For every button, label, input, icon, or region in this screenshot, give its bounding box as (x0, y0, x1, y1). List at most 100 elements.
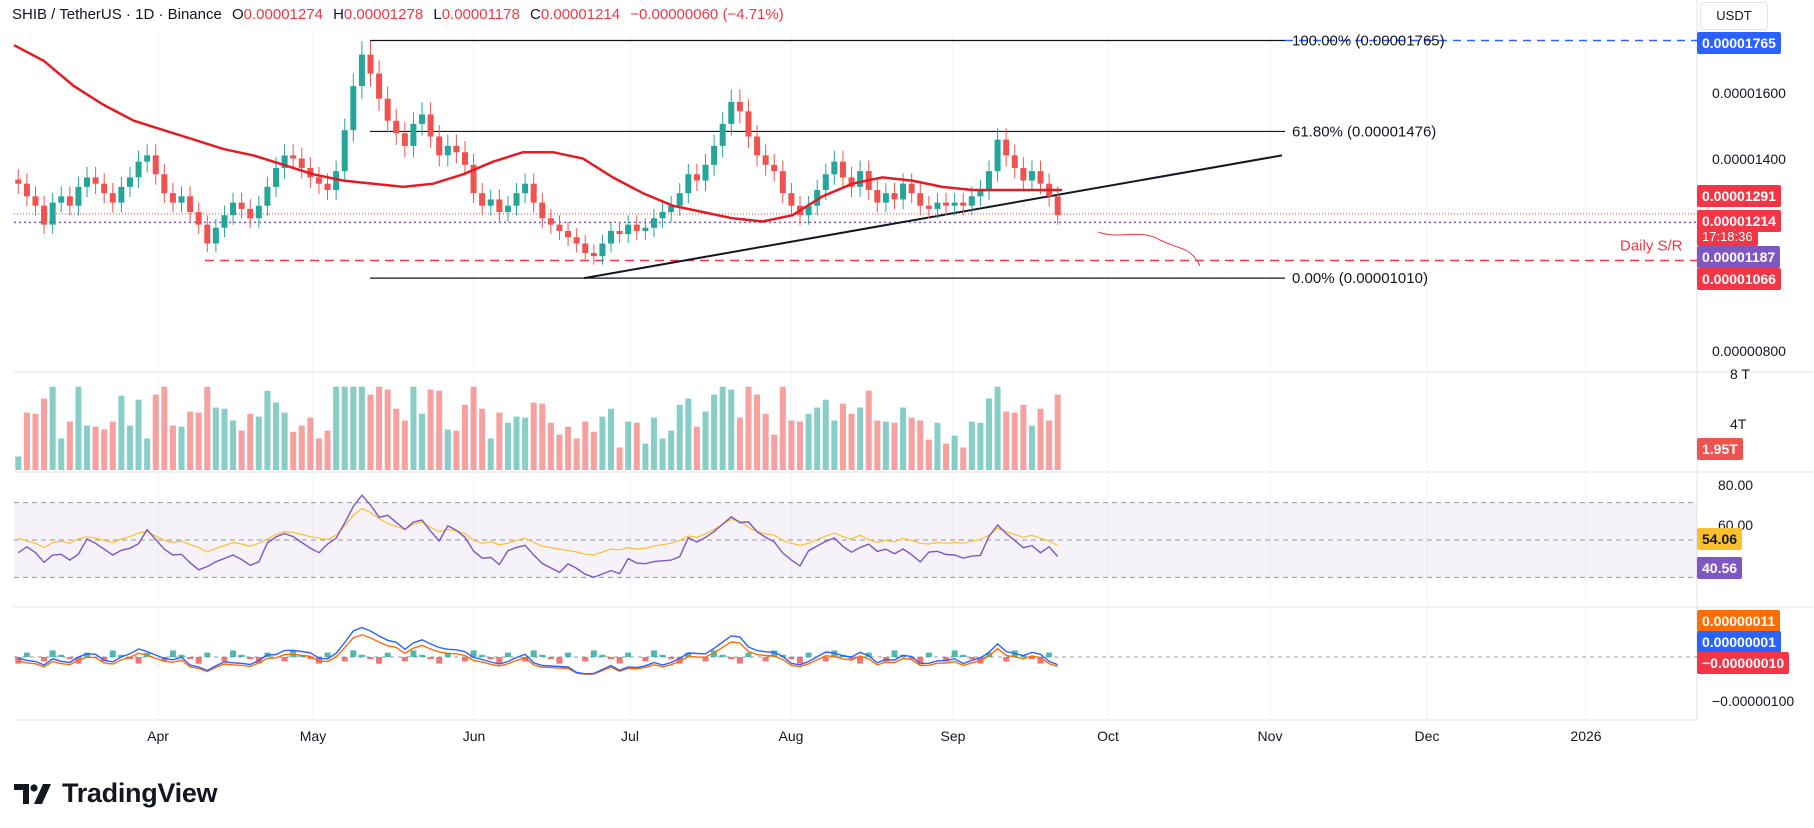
macd-histogram-bar (1003, 657, 1010, 662)
macd-histogram-bar (796, 657, 804, 664)
volume-bar (513, 416, 520, 470)
macd-histogram-bar (925, 652, 932, 657)
macd-histogram-bar (230, 650, 237, 657)
macd-histogram-bar (891, 650, 898, 657)
candle-body (857, 171, 864, 187)
candle-body (221, 215, 228, 228)
macd-histogram-bar (822, 657, 829, 662)
volume-bar (427, 389, 434, 470)
volume-bar (75, 386, 82, 470)
candle-body (650, 218, 657, 228)
price-axis-label: 0.00001600 (1712, 85, 1786, 101)
volume-bar (702, 411, 709, 470)
macd-histogram-bar (539, 654, 546, 657)
volume-bar (685, 398, 692, 470)
volume-bar (32, 413, 39, 470)
volume-bar (668, 430, 675, 470)
candle-body (247, 208, 254, 219)
volume-axis-label: 4T (1730, 416, 1747, 432)
macd-histogram-bar (1028, 657, 1035, 660)
time-axis-label: Jul (621, 728, 639, 744)
macd-histogram-bar (625, 652, 632, 657)
macd-histogram-bar (917, 657, 924, 664)
candle-body (831, 161, 838, 175)
candle-body (934, 202, 941, 209)
candle-body (539, 202, 546, 219)
candle-body (693, 174, 700, 181)
volume-bar (711, 394, 718, 470)
macd-histogram-bar (530, 650, 537, 657)
candle-body (401, 133, 408, 146)
candle-body (444, 145, 451, 156)
volume-bar (419, 413, 426, 470)
fib-level-label: 100.00% (0.00001765) (1292, 32, 1445, 49)
macd-histogram-bar (135, 657, 142, 664)
macd-histogram-bar (23, 652, 30, 657)
candle-body (152, 155, 159, 175)
macd-line (18, 626, 1058, 675)
chart-header: SHIB / TetherUS · 1D · Binance O0.000012… (12, 6, 784, 23)
tradingview-logo[interactable]: TradingView (14, 778, 218, 809)
macd-histogram-bar (1046, 652, 1053, 657)
candle-body (943, 202, 950, 206)
volume-bar (822, 399, 829, 470)
macd-histogram-bar (461, 657, 468, 662)
high-value: 0.00001278 (343, 6, 424, 23)
volume-bar (453, 430, 460, 470)
volume-bar (376, 386, 383, 470)
tradingview-logo-icon (14, 783, 51, 804)
macd-histogram-bar (118, 654, 125, 657)
volume-bar (298, 425, 305, 470)
moving-average-line (13, 44, 1062, 223)
rsi-line (17, 494, 1059, 579)
volume-bar (238, 430, 245, 470)
volume-bar (556, 434, 563, 470)
candle-body (711, 145, 718, 165)
candle-body (144, 155, 151, 162)
candle-body (393, 120, 400, 134)
volume-bar (530, 402, 537, 470)
candle-body (101, 183, 108, 194)
macd-histogram-bar (547, 657, 554, 660)
candle-body (556, 224, 563, 231)
candle-body (779, 171, 786, 194)
candle-body (762, 155, 769, 165)
macd-histogram-bar (857, 657, 864, 664)
macd-histogram-bar (762, 657, 769, 662)
volume-bar (358, 386, 365, 470)
volume-bar (324, 430, 331, 470)
volume-bar (272, 402, 280, 470)
macd-histogram-bar (178, 654, 185, 657)
volume-bar (58, 438, 65, 470)
macd-signal-tag: 0.00000011 (1697, 610, 1781, 632)
macd-histogram-bar (410, 650, 417, 657)
volume-bar (874, 420, 881, 470)
volume-bar (393, 408, 400, 470)
macd-histogram-bar (951, 650, 958, 657)
time-axis-label: May (299, 728, 327, 744)
candle-body (195, 212, 202, 225)
volume-bar (719, 386, 726, 470)
macd-histogram-bar (676, 657, 683, 664)
volume-bar (650, 417, 657, 470)
currency-unit-button[interactable]: USDT (1700, 2, 1768, 30)
volume-bar (204, 386, 211, 470)
candle-body (427, 114, 434, 137)
volume-bar (857, 407, 864, 470)
logo-text: TradingView (62, 778, 218, 808)
macd-histogram-bar (711, 650, 718, 657)
macd-histogram-bar (221, 657, 228, 662)
volume-bar (848, 413, 855, 470)
macd-histogram-bar (608, 657, 615, 660)
macd-histogram-bar (169, 650, 176, 657)
rsi-ma-line (18, 507, 1058, 556)
candle-body (453, 145, 460, 153)
time-axis-label: Jun (462, 728, 486, 744)
volume-bar (917, 420, 924, 470)
candle-body (659, 212, 666, 219)
macd-histogram-bar (41, 657, 48, 662)
volume-bar (315, 438, 322, 470)
volume-bar (479, 408, 486, 470)
candle-body (281, 155, 288, 168)
volume-bar (436, 390, 443, 470)
